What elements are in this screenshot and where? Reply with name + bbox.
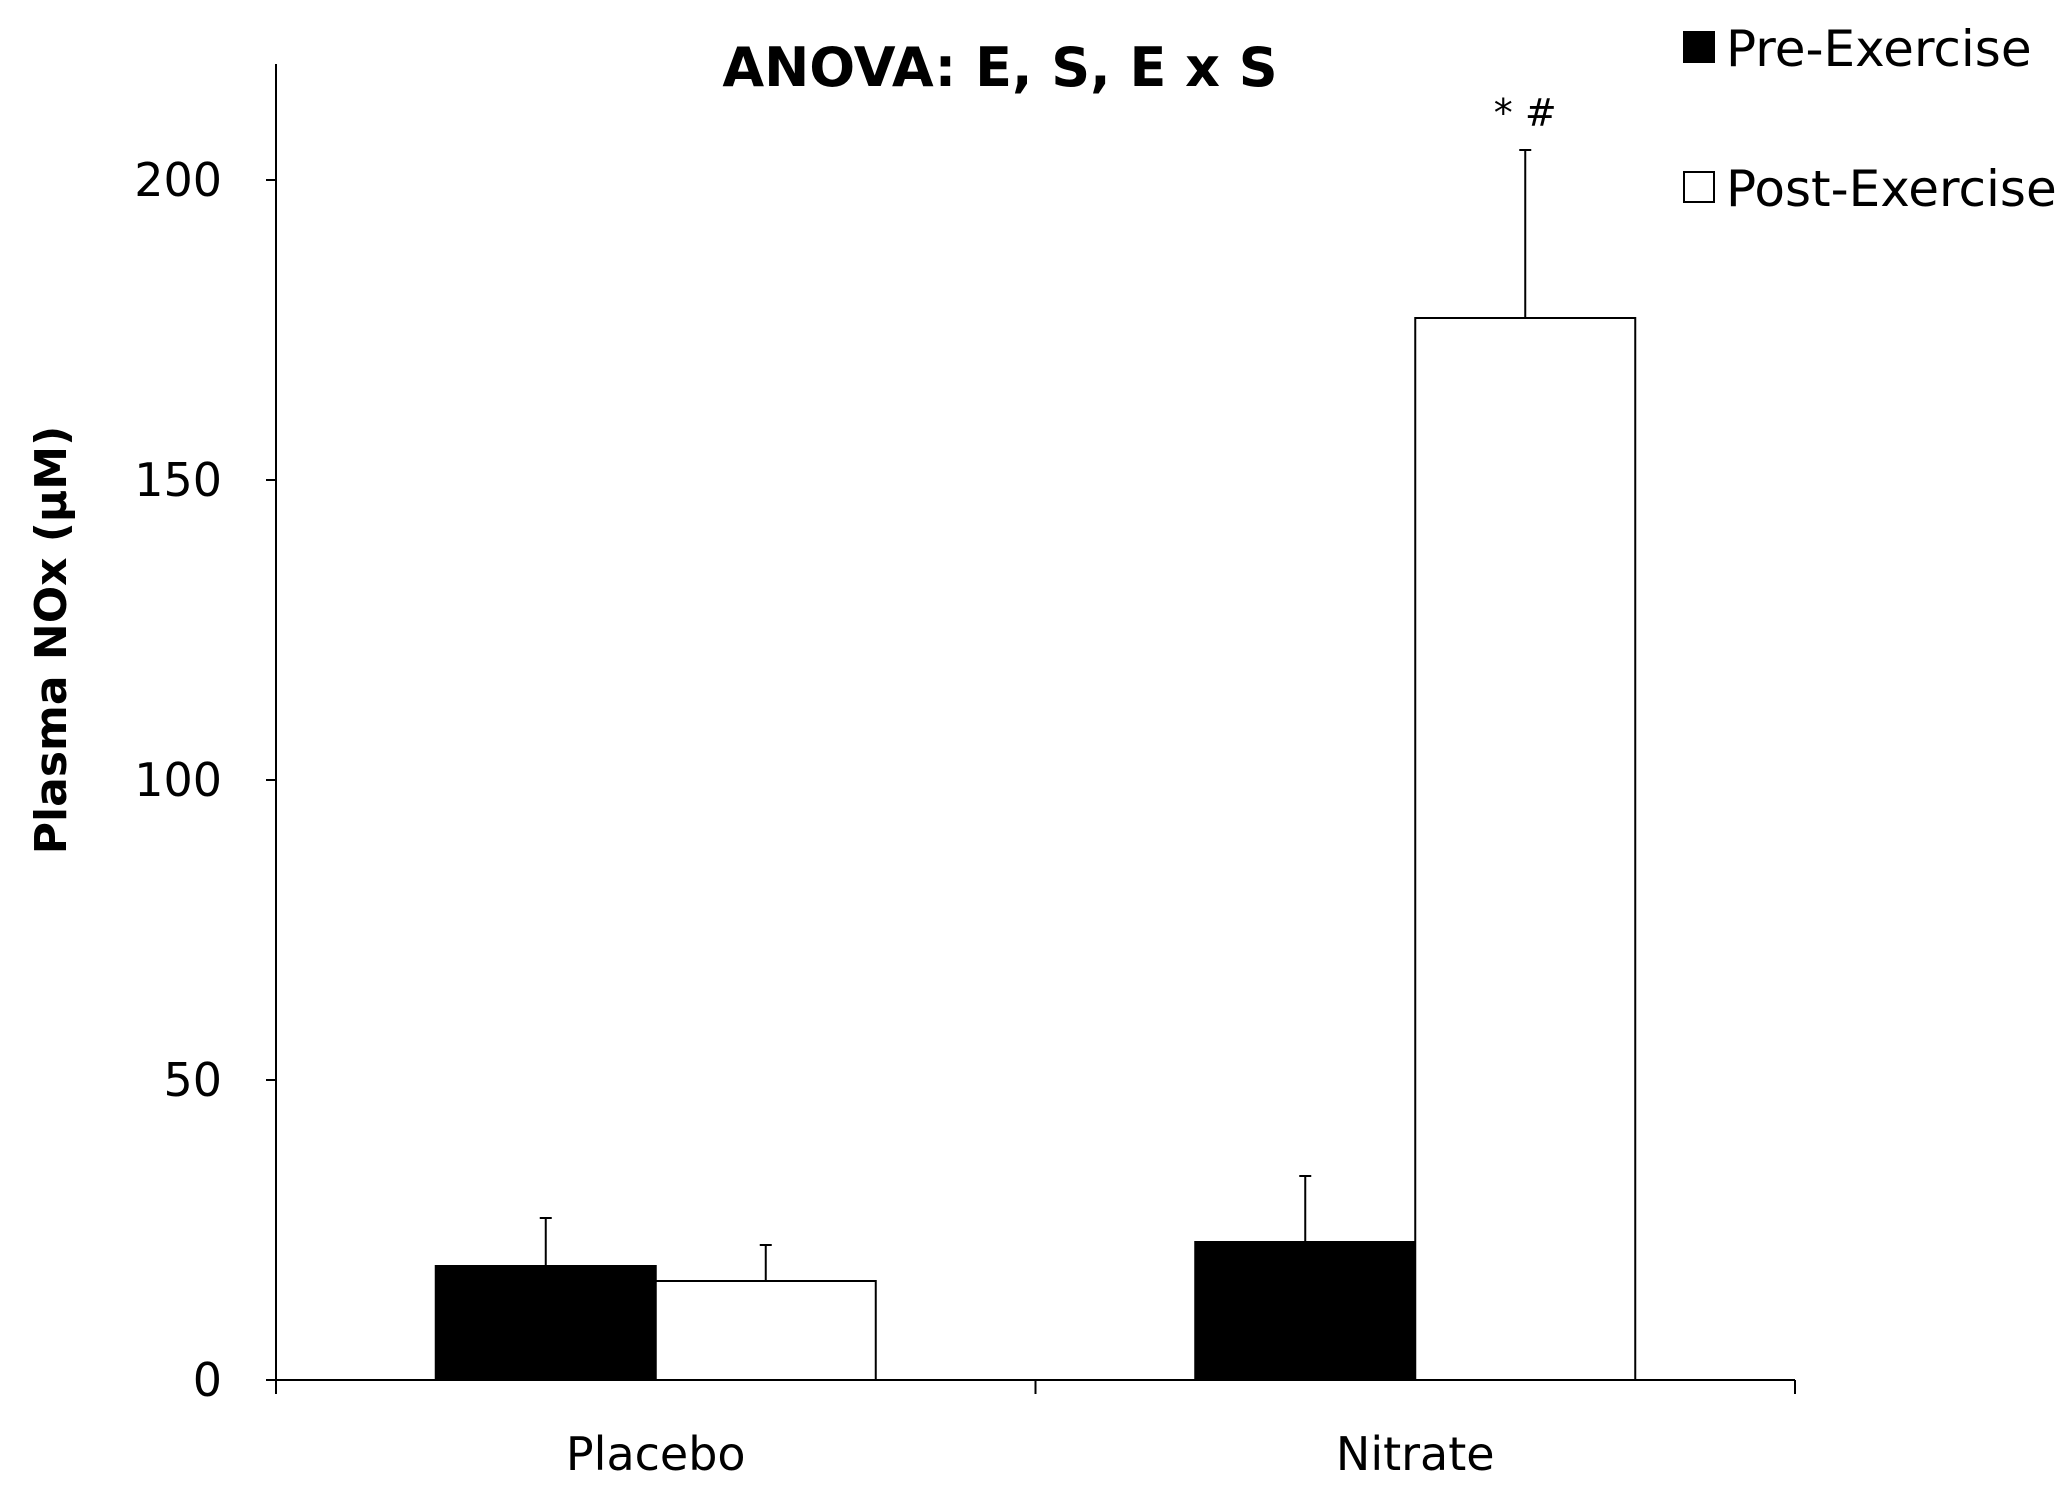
category-label-placebo: Placebo [566, 1427, 746, 1481]
category-label-nitrate: Nitrate [1336, 1427, 1495, 1481]
error-bars [539, 149, 1532, 1281]
bar-placebo-pre-exercise [434, 1265, 657, 1381]
y-ticks: 0 50 100 150 200 [134, 153, 276, 1407]
bar-nitrate-post-exercise [1414, 317, 1637, 1381]
y-axis-label: Plasma NOx (µM) [26, 426, 77, 854]
y-tick-label-4: 200 [134, 153, 222, 207]
annotations: * # [1494, 91, 1557, 135]
bar-nitrate-pre-exercise [1194, 1241, 1417, 1381]
bar-placebo-post-exercise [654, 1280, 877, 1381]
legend-label-pre-exercise: Pre-Exercise [1726, 20, 2032, 78]
legend-swatch-pre-exercise [1683, 31, 1715, 63]
y-tick-label-3: 150 [134, 453, 222, 507]
chart-title: ANOVA: E, S, E x S [722, 36, 1277, 99]
y-tick-label-0: 0 [193, 1353, 222, 1407]
y-tick-label-1: 50 [163, 1053, 222, 1107]
category-labels: Placebo Nitrate [566, 1427, 1495, 1481]
legend-label-post-exercise: Post-Exercise [1726, 160, 2056, 218]
bars [434, 317, 1637, 1381]
x-ticks [275, 1380, 1796, 1394]
legend-swatch-post-exercise [1683, 171, 1715, 203]
legend: Pre-Exercise Post-Exercise [1683, 20, 2056, 218]
annotation-0: * # [1494, 91, 1557, 135]
y-tick-label-2: 100 [134, 753, 222, 807]
